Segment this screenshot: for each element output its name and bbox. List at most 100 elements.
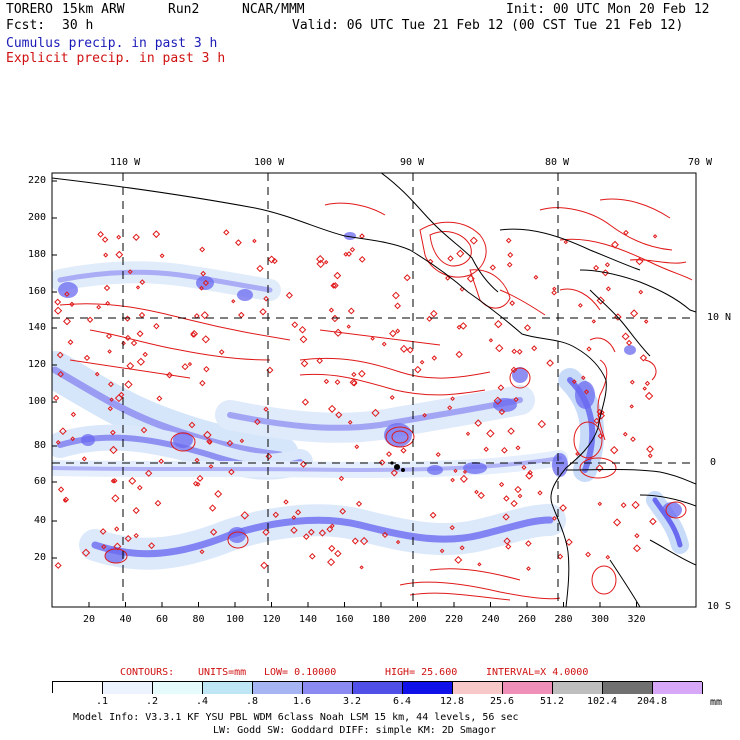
lat-label-10n: 10 N: [707, 312, 732, 323]
explicit-precip-cell: [107, 349, 112, 354]
explicit-precip-cell: [333, 271, 342, 280]
explicit-precip-cell: [462, 469, 468, 475]
explicit-precip-cell: [201, 335, 210, 344]
explicit-precip-cell: [422, 412, 427, 418]
explicit-precip-cell: [597, 501, 603, 507]
explicit-precip-cell: [128, 476, 137, 485]
y-tick-label: 60: [33, 476, 46, 487]
lat-label-10s: 10 S: [707, 601, 732, 612]
explicit-precip-cell: [531, 345, 538, 352]
explicit-precip-cell: [240, 511, 250, 520]
colorbar-swatch: [403, 682, 453, 694]
explicit-precip-cell: [316, 259, 325, 269]
explicit-precip-cell: [252, 238, 257, 244]
explicit-precip-cell: [643, 319, 649, 324]
y-tick-label: 200: [27, 212, 46, 223]
explicit-precip-cell: [633, 544, 641, 553]
explicit-precip-cell: [597, 432, 604, 439]
explicit-precip-cell: [629, 379, 635, 385]
explicit-precip-cell: [597, 411, 605, 420]
colorbar-label: .1: [95, 696, 109, 707]
explicit-precip-cell: [295, 509, 302, 516]
explicit-precip-cell: [54, 298, 62, 306]
explicit-precip-cell: [571, 379, 577, 384]
explicit-precip-cell: [465, 431, 471, 436]
explicit-precip-cell: [53, 306, 63, 315]
explicit-precip-cell: [109, 397, 114, 402]
explicit-precip-cell: [358, 255, 366, 263]
explicit-precip-cell: [386, 451, 392, 458]
colorbar-label: 25.6: [489, 696, 515, 707]
explicit-precip-cell: [585, 551, 591, 558]
explicit-precip-cell: [135, 285, 141, 290]
explicit-precip-cell: [196, 474, 204, 482]
physics-info: LW: Godd SW: Goddard DIFF: simple KM: 2D…: [213, 725, 496, 736]
explicit-precip-cell: [105, 333, 113, 340]
explicit-precip-cell: [593, 264, 600, 271]
explicit-precip-cell: [331, 282, 339, 289]
explicit-precip-cell: [291, 515, 297, 520]
explicit-precip-cell: [526, 566, 531, 571]
explicit-precip-cell: [308, 552, 316, 560]
y-tick-label: 160: [27, 286, 46, 297]
explicit-precip-cell: [395, 539, 401, 545]
explicit-precip-cell: [115, 250, 124, 259]
explicit-precip-cell: [190, 329, 199, 338]
explicit-precip-cell: [272, 511, 279, 518]
explicit-precip-cell: [208, 464, 214, 469]
explicit-precip-cell: [166, 371, 173, 379]
explicit-precip-cell: [226, 439, 234, 447]
explicit-precip-cell: [455, 350, 463, 359]
colorbar-swatch: [653, 682, 703, 694]
explicit-precip-cell: [153, 322, 160, 330]
explicit-precip-cell: [285, 291, 293, 299]
explicit-precip-cell: [238, 311, 245, 319]
explicit-precip-cell: [145, 469, 153, 477]
explicit-precip-cell: [502, 513, 510, 521]
explicit-precip-cell: [55, 439, 61, 445]
explicit-precip-cell: [107, 405, 113, 412]
y-tick-label: 140: [27, 322, 46, 333]
colorbar-swatch: [453, 682, 503, 694]
explicit-precip-cell: [419, 359, 425, 365]
explicit-precip-cell: [515, 445, 521, 451]
model-info: Model Info: V3.3.1 KF YSU PBL WDM 6class…: [73, 712, 519, 723]
explicit-precip-cell: [525, 471, 534, 480]
explicit-precip-cell: [338, 475, 345, 482]
colorbar-swatch: [203, 682, 253, 694]
y-tick-label: 100: [27, 396, 46, 407]
explicit-precip-cell: [64, 291, 70, 297]
explicit-precip-cell: [510, 366, 518, 374]
explicit-precip-cell: [591, 319, 596, 324]
explicit-precip-cell: [99, 528, 107, 535]
explicit-precip-cell: [301, 398, 310, 406]
explicit-precip-cell: [124, 334, 131, 341]
explicit-precip-cell: [260, 561, 268, 570]
explicit-precip-cell: [156, 395, 163, 402]
colorbar-label: 12.8: [439, 696, 465, 707]
explicit-precip-cell: [513, 396, 519, 403]
explicit-precip-cell: [200, 311, 209, 320]
explicit-precip-cell: [503, 495, 510, 502]
explicit-precip-cell: [389, 329, 397, 338]
explicit-precip-cell: [318, 529, 327, 537]
lon-label-100w: 100 W: [254, 157, 285, 168]
explicit-precip-cell: [565, 538, 573, 546]
explicit-precip-cell: [328, 404, 337, 413]
explicit-precip-cell: [324, 259, 329, 265]
colorbar-swatch: [603, 682, 653, 694]
model-org: NCAR/MMM: [242, 2, 305, 17]
model-resolution: 15km ARW: [62, 2, 125, 17]
field-explicit-title: Explicit precip. in past 3 h: [6, 51, 226, 66]
explicit-precip-cell: [447, 405, 453, 411]
explicit-precip-cell: [371, 408, 380, 417]
explicit-precip-cell: [509, 300, 516, 306]
explicit-precip-cell: [559, 504, 567, 512]
explicit-precip-cell: [199, 549, 205, 555]
explicit-precip-cell: [474, 419, 483, 427]
explicit-precip-cell: [194, 457, 200, 463]
explicit-precip-cell: [192, 480, 199, 487]
explicit-precip-cell: [263, 406, 269, 412]
explicit-precip-cell: [346, 324, 351, 329]
